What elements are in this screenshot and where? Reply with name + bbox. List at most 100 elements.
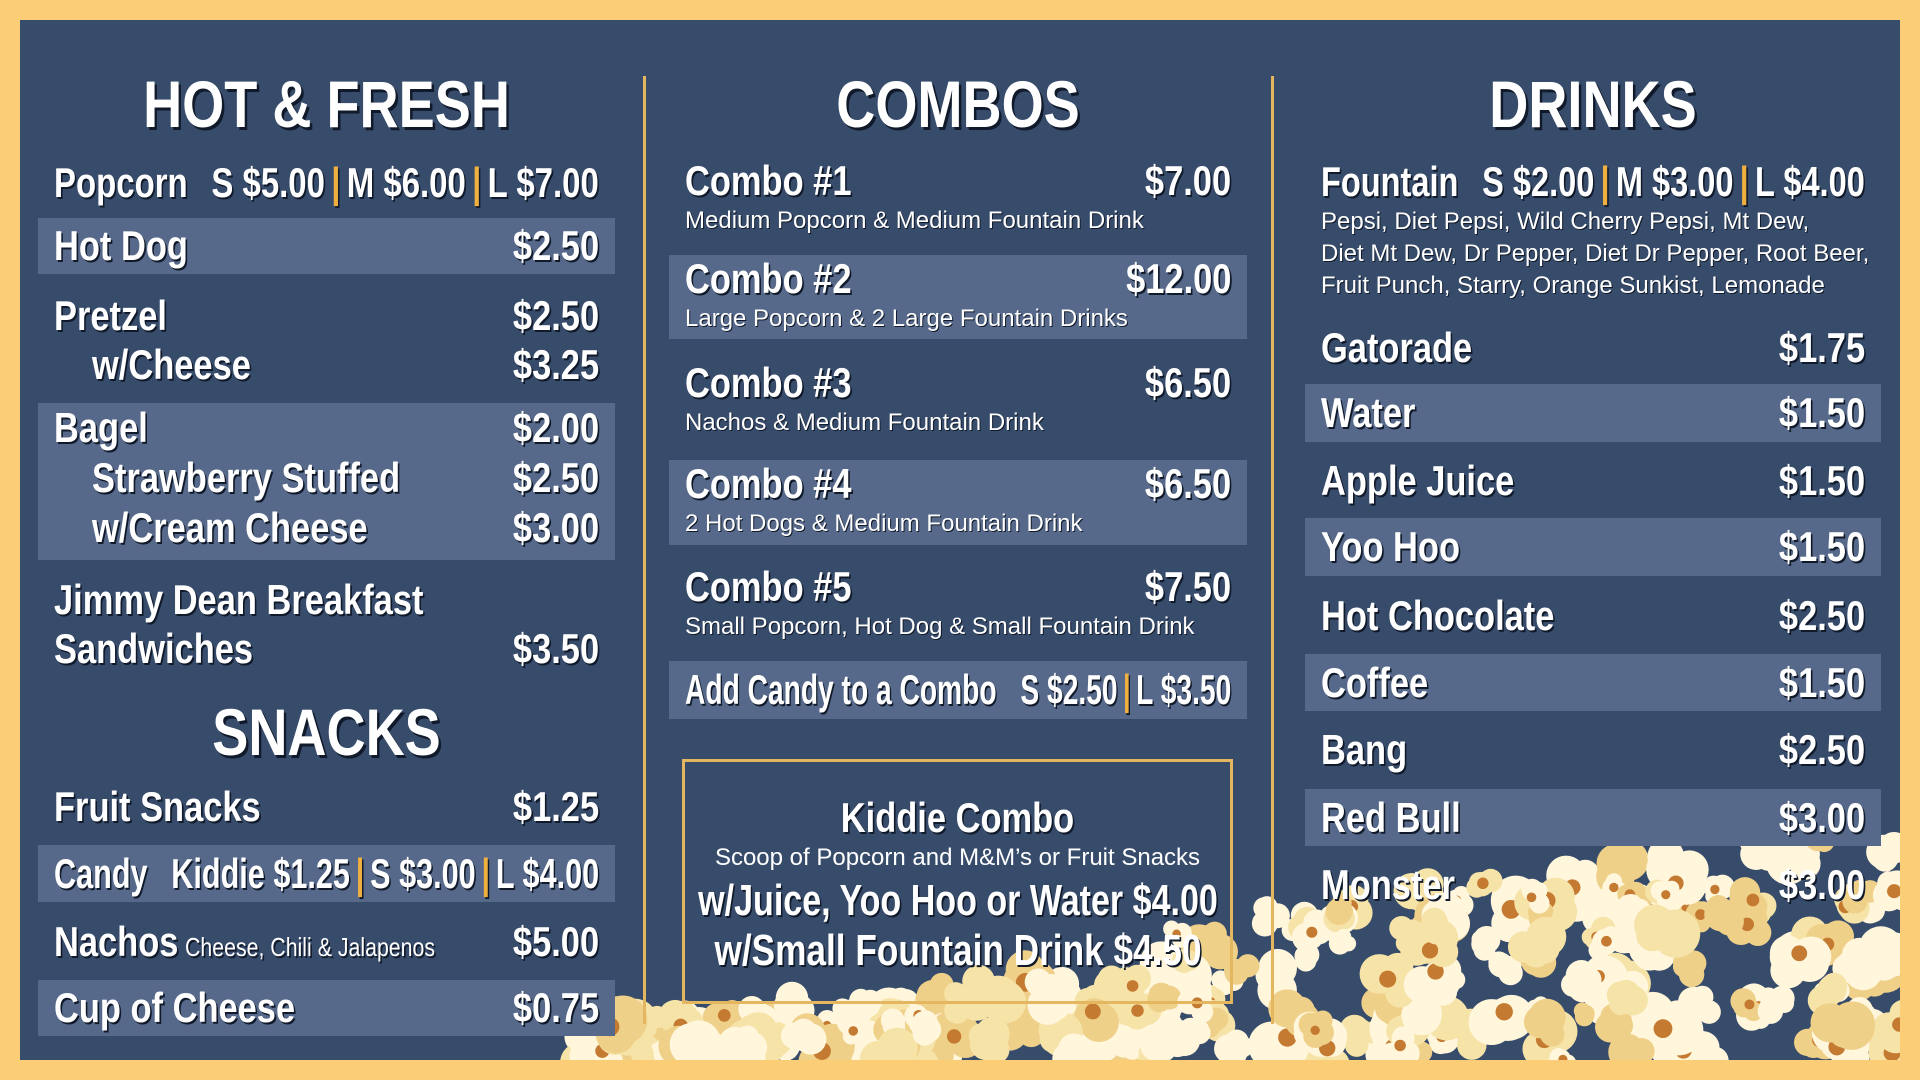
item-price: $2.00	[513, 405, 599, 451]
popcorn-kernel	[1840, 996, 1889, 1042]
size-label: L	[495, 849, 514, 897]
item-name: Water	[1321, 390, 1415, 436]
popcorn-kernel	[1736, 983, 1776, 1031]
popcorn-kernel	[1420, 907, 1450, 945]
popcorn-kernel	[1197, 1007, 1229, 1038]
price: $1.25	[273, 849, 350, 897]
popcorn-kernel	[657, 1000, 704, 1049]
item-name: Popcorn	[54, 158, 188, 206]
popcorn-kernel	[1615, 991, 1675, 1052]
popcorn-kernel	[1365, 1023, 1405, 1060]
item-name-text: Apple Juice	[1321, 457, 1515, 504]
price: $6.50	[1144, 359, 1231, 406]
separator: |	[355, 849, 365, 897]
popcorn-kernel	[1401, 977, 1458, 1036]
popcorn-kernel	[1725, 906, 1772, 946]
popcorn-kernel	[708, 1009, 758, 1053]
item-price: $3.00	[1779, 862, 1865, 908]
price: $1.50	[1778, 523, 1865, 570]
drinks-item: Yoo Hoo $1.50	[1305, 518, 1881, 576]
popcorn-kernel	[753, 1018, 796, 1051]
item-name: Hot Chocolate	[1321, 593, 1554, 639]
item-price: $3.00	[513, 505, 599, 551]
popcorn-kernel	[1583, 955, 1649, 1026]
price: $7.50	[1144, 563, 1231, 610]
popcorn-kernel	[669, 1006, 726, 1060]
popcorn-kernel	[1359, 952, 1415, 1008]
item-name: w/Cream Cheese	[92, 505, 368, 551]
popcorn-kernel	[1122, 1033, 1153, 1060]
popcorn-kernel	[846, 1022, 886, 1058]
price: $3.00	[1652, 158, 1734, 205]
price: $2.00	[512, 404, 599, 451]
item-name-text: Bang	[1321, 726, 1408, 773]
popcorn-kernel	[912, 1010, 942, 1046]
item-price: $1.50	[1779, 659, 1865, 706]
popcorn-kernel	[1672, 949, 1707, 988]
item-description: 2 Hot Dogs & Medium Fountain Drink	[685, 510, 1083, 537]
price: $1.75	[1778, 324, 1865, 371]
item-price: $5.00	[513, 919, 599, 965]
snacks-item: Fruit Snacks $1.25	[38, 782, 615, 832]
item-description: Nachos & Medium Fountain Drink	[685, 409, 1044, 436]
popcorn-kernel	[683, 1022, 714, 1056]
popcorn-kernel	[1745, 987, 1780, 1016]
popcorn-kernel	[1304, 1038, 1350, 1060]
item-name: Pretzel	[54, 292, 167, 339]
separator: |	[1122, 666, 1131, 713]
popcorn-kernel	[707, 1026, 768, 1060]
item-price: $7.50	[1145, 564, 1231, 610]
item-name-text: Combo #2	[685, 255, 852, 302]
item-name: Apple Juice	[1321, 458, 1514, 504]
item-name-text: Cup of Cheese	[54, 984, 296, 1031]
popcorn-kernel	[644, 1040, 693, 1060]
popcorn-kernel	[1471, 925, 1501, 961]
item-name: Bagel	[54, 405, 148, 451]
popcorn-kernel	[576, 1033, 627, 1060]
item-name: Combo #5	[685, 564, 851, 610]
popcorn-kernel	[612, 1038, 655, 1060]
item-name: Combo #4	[685, 461, 851, 507]
popcorn-kernel	[1092, 1025, 1146, 1060]
popcorn-kernel	[1858, 926, 1900, 981]
item-description: Medium Popcorn & Medium Fountain Drink	[685, 207, 1144, 234]
popcorn-kernel	[1561, 960, 1602, 1003]
price: $3.50	[512, 624, 599, 672]
drinks-item: Coffee $1.50	[1305, 654, 1881, 711]
popcorn-kernel	[658, 1025, 719, 1060]
price: $3.00	[398, 849, 476, 897]
item-name-text: Hot Chocolate	[1321, 592, 1555, 639]
item-name-text: Combo #3	[685, 359, 852, 406]
combos-item: Add Candy to a Combo S $2.50 | L $3.50	[669, 661, 1247, 719]
kiddie-option: w/Small Fountain Drink $4.50	[714, 926, 1201, 976]
item-name-text: Candy	[54, 849, 148, 897]
popcorn-kernel	[1629, 927, 1676, 971]
menu-board: HOT & FRESH SNACKS COMBOS DRINKS Popcorn…	[20, 20, 1900, 1060]
price: $2.00	[1513, 158, 1595, 205]
popcorn-kernel	[1437, 961, 1466, 993]
popcorn-kernel	[1270, 1019, 1313, 1060]
item-price: Kiddie $1.25 | S $3.00 | L $4.00	[171, 849, 599, 897]
popcorn-kernel	[1488, 951, 1523, 986]
popcorn-kernel	[1214, 1029, 1254, 1060]
item-name-text: Popcorn	[54, 158, 188, 206]
item-name: Strawberry Stuffed	[92, 455, 400, 501]
item-name: Combo #1	[685, 158, 851, 204]
price: $2.50	[1778, 726, 1865, 773]
item-name: Coffee	[1321, 658, 1429, 706]
combos-item: Combo #2 $12.00 Large Popcorn & 2 Large Fo…	[669, 255, 1247, 339]
popcorn-kernel	[1288, 906, 1328, 942]
price: $7.00	[1144, 157, 1231, 204]
item-name: Fruit Snacks	[54, 784, 261, 830]
item-name-text: Coffee	[1321, 658, 1429, 706]
popcorn-kernel	[676, 1032, 733, 1060]
popcorn-kernel	[1423, 1017, 1460, 1055]
popcorn-kernel	[1634, 904, 1701, 958]
popcorn-kernel	[830, 1022, 882, 1060]
popcorn-kernel	[1864, 1018, 1900, 1060]
drinks-item: Fountain S $2.00 | M $3.00 | L $4.00 Pepsi, Di…	[1305, 158, 1881, 308]
item-price: $2.50	[513, 223, 599, 269]
popcorn-kernel	[780, 1018, 827, 1055]
item-description: Small Popcorn, Hot Dog & Small Fountain …	[685, 613, 1195, 640]
item-name: Yoo Hoo	[1321, 524, 1460, 570]
